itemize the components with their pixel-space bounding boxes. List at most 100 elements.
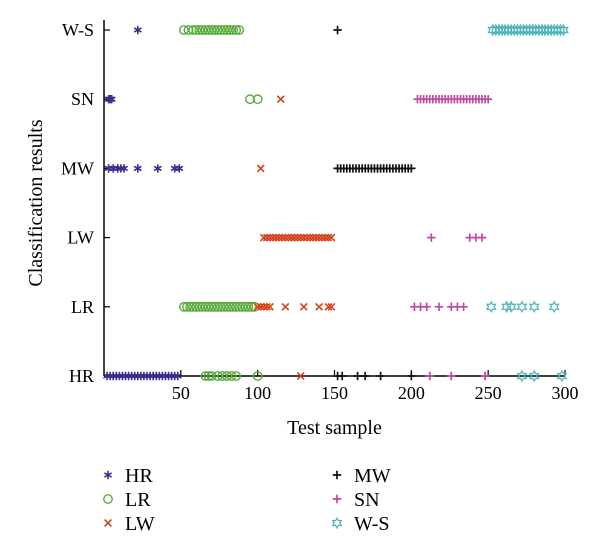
data-point-lw xyxy=(262,233,271,242)
data-point-lr xyxy=(225,25,235,35)
data-point-lr xyxy=(197,301,208,312)
data-point-lw xyxy=(315,302,324,311)
y-tick-label: LR xyxy=(71,297,94,317)
data-point-lw xyxy=(276,95,285,104)
data-point-lw xyxy=(296,372,305,380)
data-point-lr xyxy=(215,301,226,312)
x-tick-label: 300 xyxy=(552,383,579,403)
data-point-mw xyxy=(361,371,370,381)
data-point-lw xyxy=(299,302,308,311)
data-point-w-s xyxy=(528,369,540,383)
y-tick-label: LW xyxy=(67,228,94,248)
data-point-lr xyxy=(191,301,202,312)
y-axis-title: Classification results xyxy=(25,119,47,286)
data-point-lr xyxy=(203,25,214,35)
data-point-w-s xyxy=(516,369,528,383)
data-point-hr xyxy=(133,164,142,173)
data-point-sn xyxy=(425,371,434,381)
legend-entry-hr: HR xyxy=(103,465,153,487)
data-point-hr xyxy=(170,164,179,173)
data-point-lw xyxy=(281,233,290,242)
legend-marker xyxy=(103,494,113,504)
data-point-lw xyxy=(309,233,317,242)
x-tick-label: 150 xyxy=(321,383,348,403)
data-point-lr xyxy=(237,301,248,312)
data-point-sn xyxy=(447,371,456,381)
data-point-lr xyxy=(228,301,238,312)
series-w-s xyxy=(485,23,569,383)
data-point-lr xyxy=(222,371,232,381)
data-point-lw xyxy=(265,233,274,242)
data-point-lw xyxy=(253,302,262,311)
data-point-mw xyxy=(407,371,416,381)
data-point-lr xyxy=(200,301,211,312)
data-point-sn xyxy=(477,233,487,242)
data-point-lw xyxy=(315,233,324,242)
data-point-lr xyxy=(243,301,254,312)
axes: HR LR LW MW SN W-S 50 100 150 200 250 300 Test sampl… xyxy=(25,20,579,439)
data-point-lr xyxy=(225,301,235,312)
data-point-w-s xyxy=(485,300,497,314)
data-point-sn xyxy=(422,302,431,311)
data-point-lw xyxy=(312,233,321,242)
legend-label: LR xyxy=(125,489,151,511)
data-point-mw xyxy=(353,371,362,381)
data-point-lw xyxy=(290,233,299,242)
data-point-sn xyxy=(427,233,436,242)
legend-label: W-S xyxy=(354,513,390,535)
data-point-lw xyxy=(305,233,314,242)
data-point-lr xyxy=(188,25,199,35)
data-point-lw xyxy=(275,233,284,242)
data-point-lr xyxy=(194,301,205,312)
legend-marker xyxy=(104,519,112,527)
data-point-lr xyxy=(218,301,229,312)
data-point-lr xyxy=(188,301,199,312)
data-point-lr xyxy=(183,25,194,35)
data-point-lr xyxy=(206,301,217,312)
data-point-lr xyxy=(200,371,211,381)
data-point-hr xyxy=(107,95,116,104)
y-tick-label: W-S xyxy=(62,20,94,40)
data-point-lr xyxy=(179,301,189,312)
data-point-lr xyxy=(222,25,232,35)
data-point-lr xyxy=(231,25,242,35)
data-point-lw xyxy=(296,233,305,242)
y-tick-label: SN xyxy=(71,89,94,109)
data-point-hr xyxy=(109,164,118,173)
legend-entry-lr: LR xyxy=(103,489,151,511)
data-point-lw xyxy=(327,233,336,242)
data-point-hr xyxy=(173,371,182,381)
data-point-lr xyxy=(218,25,229,35)
data-point-w-s xyxy=(556,369,568,383)
legend-entry-w-s: W-S xyxy=(331,513,390,535)
data-point-lr xyxy=(194,25,205,35)
data-point-w-s xyxy=(548,300,560,314)
data-point-w-s xyxy=(558,23,569,37)
data-point-lr xyxy=(245,94,255,105)
data-point-lw xyxy=(302,233,311,242)
data-point-lw xyxy=(259,233,268,242)
legend-marker xyxy=(332,494,342,504)
data-point-lr xyxy=(212,371,223,381)
data-point-lr xyxy=(200,25,211,35)
legend-label: MW xyxy=(354,465,391,487)
x-axis-title: Test sample xyxy=(287,417,382,439)
legend-label: LW xyxy=(125,513,155,535)
x-tick-label: 250 xyxy=(475,383,502,403)
data-point-hr xyxy=(153,164,162,173)
series-sn xyxy=(410,95,493,381)
data-point-lr xyxy=(228,25,238,35)
legend-marker xyxy=(332,470,342,480)
data-point-lr xyxy=(179,25,189,35)
data-point-lr xyxy=(203,301,214,312)
data-point-lr xyxy=(246,301,257,312)
data-point-sn xyxy=(483,95,493,104)
data-point-hr xyxy=(175,164,184,173)
data-point-lw xyxy=(262,302,271,311)
data-point-lw xyxy=(324,302,333,311)
data-point-lw xyxy=(321,233,330,242)
data-point-mw xyxy=(337,371,347,381)
data-point-lr xyxy=(185,301,195,312)
